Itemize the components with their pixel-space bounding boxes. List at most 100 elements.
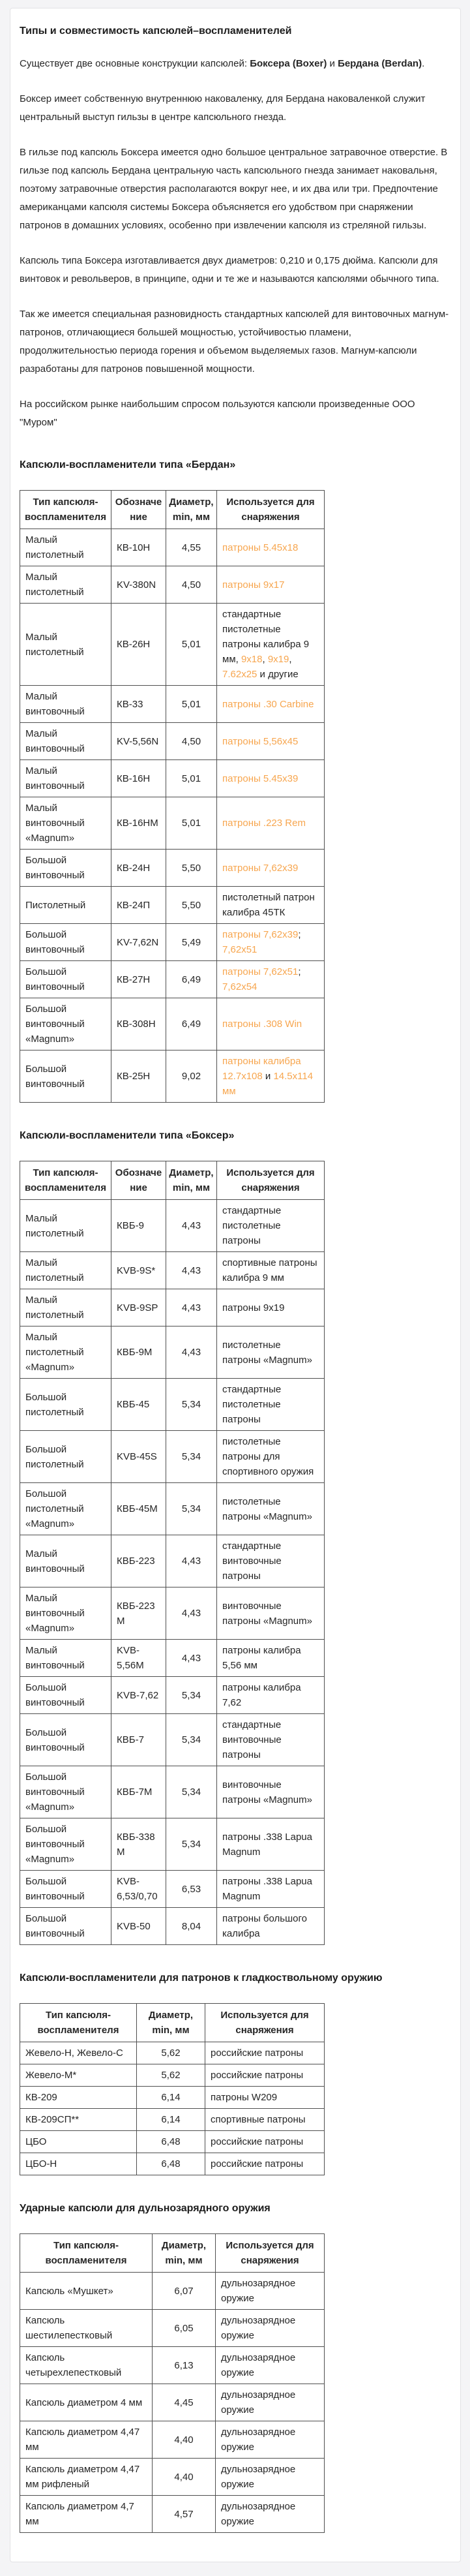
table-row: Большой винтовочный «Magnum» КВБ-338М 5,34…: [20, 1818, 325, 1871]
table-cell: 4,40: [152, 2458, 216, 2496]
text-segment: 5,50: [181, 899, 201, 911]
text-segment: 6,48: [161, 2136, 181, 2147]
table-cell: стандартные пистолетные патроны: [216, 1378, 325, 1431]
table-cell: КВБ-7М: [111, 1766, 166, 1818]
cartridge-link[interactable]: патроны 5.45x39: [222, 773, 299, 784]
text-segment: КВБ-223: [117, 1556, 155, 1567]
table-cell: 5,62: [136, 2064, 205, 2087]
text-segment: Капсюль типа Боксера изготавливается дву…: [20, 255, 439, 284]
table-cell: KV-5,56N: [111, 722, 166, 760]
column-header: Диаметр, min, мм: [136, 2003, 205, 2042]
column-header: Тип капсюля-воспламенителя: [20, 1161, 111, 1200]
cartridge-link[interactable]: патроны 7,62x39: [222, 929, 299, 940]
table-cell: Капсюль диаметром 4,47 мм: [20, 2421, 153, 2459]
text-segment: 4,40: [174, 2471, 194, 2483]
table-cell: Капсюль четырехлепестковый: [20, 2346, 153, 2384]
table-row: Малый винтовочный КВ-33 5,01 патроны .30 Ca…: [20, 685, 325, 723]
cartridge-link[interactable]: патроны .308 Win: [222, 1019, 302, 1030]
text-segment: Большой винтовочный «Magnum»: [25, 1771, 85, 1813]
table-cell: 9,02: [166, 1050, 217, 1103]
table-cell: патроны большого калибра: [216, 1907, 325, 1945]
table-cell: KVB-7,62: [111, 1676, 166, 1714]
cartridge-link[interactable]: патроны 5.45x18: [222, 542, 299, 553]
text-segment: 5,62: [161, 2047, 181, 2059]
table-cell: 4,50: [166, 722, 217, 760]
table-cell: КВБ-223: [111, 1535, 166, 1587]
text-segment: 5,34: [181, 1451, 201, 1462]
cartridge-link[interactable]: 9x19: [267, 654, 289, 665]
table-row: Большой винтовочный КВ-24Н 5,50 патроны 7,6…: [20, 849, 325, 887]
table-cell: 4,43: [166, 1199, 217, 1252]
cartridge-link[interactable]: патроны 7,62x51: [222, 966, 299, 977]
table-cell: патроны .338 Lapua Magnum: [216, 1870, 325, 1908]
table-cell: патроны .30 Carbine: [216, 685, 325, 723]
cartridge-link[interactable]: 9x18: [241, 654, 263, 665]
text-segment: патроны 9x19: [222, 1302, 285, 1313]
text-segment: 5,50: [181, 862, 201, 874]
text-segment: Малый винтовочный: [25, 765, 85, 791]
cartridge-link[interactable]: патроны .30 Carbine: [222, 698, 314, 710]
table-cell: патроны 9x19: [216, 1289, 325, 1326]
cartridge-link[interactable]: 7,62x54: [222, 981, 257, 992]
text-segment: 6,14: [161, 2114, 181, 2125]
cartridge-link[interactable]: патроны 5,56x45: [222, 735, 299, 747]
table-cell: Малый пистолетный: [20, 1289, 111, 1326]
cartridge-link[interactable]: 7.62x25: [222, 669, 257, 680]
table-cell: Малый пистолетный: [20, 603, 111, 686]
table-cell: KVB-5,56M: [111, 1639, 166, 1677]
intro-paragraphs: Существует две основные конструкции капс…: [20, 55, 450, 432]
cartridge-link[interactable]: 14.5x114 мм: [222, 1071, 314, 1097]
text-segment: KVB-5,56M: [117, 1645, 144, 1671]
table-cell: КВ-308Н: [111, 998, 166, 1050]
table-cell: Малый винтовочный: [20, 685, 111, 723]
column-header: Используется для снаряжения: [205, 2003, 325, 2042]
text-segment: КВБ-7М: [117, 1786, 153, 1798]
table-cell: 4,55: [166, 529, 217, 566]
cartridge-link[interactable]: патроны .223 Rem: [222, 818, 306, 829]
text-segment: Большой винтовочный «Magnum»: [25, 1824, 85, 1865]
cartridge-link[interactable]: 7,62x51: [222, 944, 257, 955]
text-segment: 5,49: [181, 936, 201, 948]
text-segment: Капсюль шестилепестковый: [25, 2315, 113, 2341]
text-segment: 4,43: [181, 1302, 201, 1313]
table-cell: Большой пистолетный: [20, 1430, 111, 1483]
text-segment: КВБ-9М: [117, 1347, 153, 1358]
cartridge-link[interactable]: патроны калибра 12.7x108: [222, 1056, 301, 1082]
table-row: Жевело-М* 5,62 российские патроны: [20, 2064, 325, 2087]
text-segment: 4,43: [181, 1652, 201, 1664]
table-cell: 5,50: [166, 849, 217, 887]
text-segment: ЦБО: [25, 2136, 47, 2147]
text-segment: стандартные пистолетные патроны калибра …: [222, 609, 310, 665]
text-segment: дульнозарядное оружие: [221, 2464, 296, 2490]
table-cell: 4,43: [166, 1326, 217, 1379]
table-cell: Большой винтовочный: [20, 1870, 111, 1908]
text-segment: ,: [289, 654, 292, 665]
header-row: Тип капсюля-воспламенителя Обозначение Диа…: [20, 490, 325, 529]
cartridge-link[interactable]: патроны 9x17: [222, 579, 285, 590]
text-segment: КВ-10Н: [117, 542, 151, 553]
table-cell: патроны калибра 5,56 мм: [216, 1639, 325, 1677]
table-cell: Большой пистолетный «Magnum»: [20, 1482, 111, 1535]
table-cell: КВБ-338М: [111, 1818, 166, 1871]
table-cell: патроны калибра 7,62: [216, 1676, 325, 1714]
table-cell: КВ-209СП**: [20, 2108, 137, 2131]
table-cell: КВБ-45: [111, 1378, 166, 1431]
table-cell: Капсюль диаметром 4 мм: [20, 2384, 153, 2421]
table-row: ЦБО 6,48 российские патроны: [20, 2130, 325, 2153]
table-cell: патроны 7,62x39: [216, 849, 325, 887]
text-segment: КВ-24П: [117, 899, 151, 911]
text-segment: Малый винтовочный: [25, 691, 85, 717]
text-segment: российские патроны: [211, 2047, 304, 2059]
table-cell: Малый пистолетный: [20, 529, 111, 566]
cartridge-link[interactable]: патроны 7,62x39: [222, 862, 299, 874]
table-cell: 6,48: [136, 2153, 205, 2175]
table-cell: КВ-209: [20, 2086, 137, 2109]
text-segment: 4,50: [181, 735, 201, 747]
table-row: Малый винтовочный KV-5,56N 4,50 патроны 5,5…: [20, 722, 325, 760]
text-segment: 4,43: [181, 1608, 201, 1619]
table-cell: КВ-24П: [111, 886, 166, 924]
text-segment: патроны калибра 7,62: [222, 1682, 301, 1708]
text-segment: спортивные патроны: [211, 2114, 306, 2125]
table-row: Малый пистолетный КВ-26Н 5,01 стандартные п…: [20, 603, 325, 686]
